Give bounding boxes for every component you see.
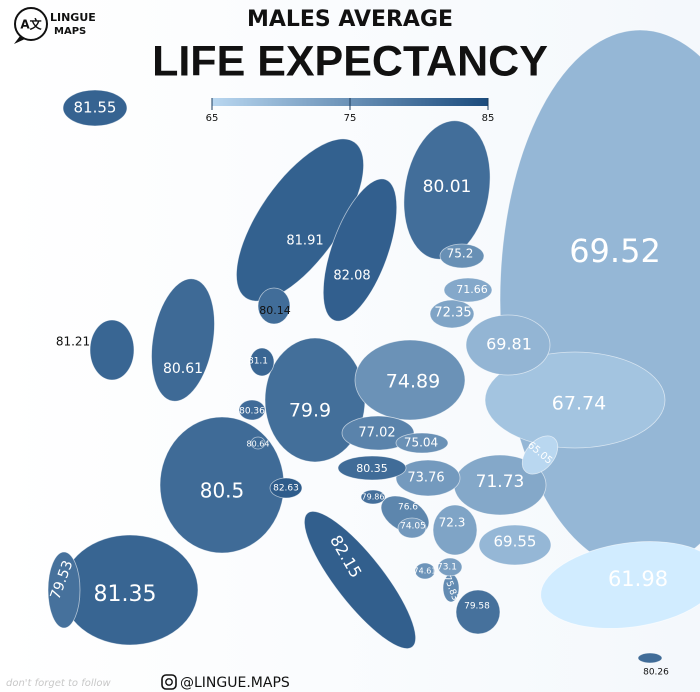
instagram-icon <box>161 674 177 690</box>
legend-tick-label: 75 <box>344 113 357 124</box>
logo-icon <box>14 7 48 41</box>
logo-glyph: A文 <box>20 17 42 32</box>
region <box>540 541 700 629</box>
region-value: 80.36 <box>239 407 265 417</box>
region <box>395 432 449 454</box>
region <box>443 277 493 303</box>
region <box>465 314 551 376</box>
title: LIFE EXPECTANCY <box>152 37 548 85</box>
region-value: 81.91 <box>286 234 323 249</box>
region-value: 80.01 <box>423 177 472 197</box>
title: MALES AVERAGE <box>247 7 453 32</box>
region-value: 75.2 <box>447 247 474 261</box>
region <box>269 477 303 499</box>
region <box>354 339 466 421</box>
region <box>429 299 475 329</box>
legend-ticks: 65 75 85 <box>206 98 495 124</box>
region-value: 73.76 <box>407 471 444 486</box>
region-value: 69.52 <box>569 232 661 270</box>
region-value: 79.9 <box>289 400 331 422</box>
region <box>62 89 128 127</box>
logo-text: LINGUE <box>50 11 96 24</box>
region <box>414 562 436 580</box>
region-value: 80.61 <box>163 361 203 377</box>
region-value: 81.1 <box>248 357 268 367</box>
region <box>337 455 407 481</box>
region <box>360 489 386 505</box>
region <box>303 511 417 649</box>
region-value: 76.6 <box>398 503 418 513</box>
region-value: 82.08 <box>333 269 370 284</box>
instagram-icon <box>165 678 173 686</box>
region-value: 74.89 <box>386 371 440 393</box>
region-value: 82.63 <box>273 484 299 494</box>
region-value: 79.58 <box>464 602 490 612</box>
region-value: 72.3 <box>439 516 466 530</box>
region <box>437 557 463 577</box>
legend-tick-label: 85 <box>482 113 495 124</box>
footer-handle: @LINGUE.MAPS <box>180 675 290 691</box>
region <box>89 319 135 381</box>
region <box>521 435 559 475</box>
region <box>250 436 266 450</box>
region-value: 80.26 <box>643 668 669 678</box>
region-value: 80.14 <box>259 304 291 317</box>
region <box>484 351 666 449</box>
region <box>322 178 398 322</box>
region-value: 71.73 <box>476 472 525 492</box>
region-value: 69.81 <box>486 335 532 354</box>
region-value: 77.02 <box>358 426 395 441</box>
region-value: 79.86 <box>362 493 385 502</box>
region <box>403 120 491 260</box>
region <box>439 243 485 269</box>
region <box>432 504 478 556</box>
region-value: 80.35 <box>356 462 388 475</box>
region-value: 69.55 <box>494 533 537 551</box>
region <box>478 524 552 566</box>
legend-tick-label: 65 <box>206 113 219 124</box>
region <box>151 278 215 402</box>
region <box>395 459 461 497</box>
region <box>238 399 266 421</box>
region-value: 71.66 <box>456 283 488 296</box>
region-value: 74.05 <box>400 522 426 532</box>
logo-text: MAPS <box>54 26 86 37</box>
logo-tail <box>14 36 25 44</box>
region <box>397 517 427 539</box>
region-value: 81.35 <box>94 582 157 607</box>
region-value: 61.98 <box>608 567 668 591</box>
region-value: 67.74 <box>552 393 606 415</box>
region <box>455 589 501 635</box>
region-value: 74.61 <box>414 567 437 576</box>
regions <box>47 29 700 664</box>
region-value: 81.21 <box>56 335 90 349</box>
region-value: 75.04 <box>404 436 438 450</box>
region-value: 80.5 <box>200 479 245 503</box>
region-value: 81.55 <box>74 99 117 117</box>
footer-note: don't forget to follow <box>6 678 112 689</box>
region-value: 72.35 <box>434 306 471 321</box>
region <box>47 551 81 629</box>
region <box>637 652 663 664</box>
region-value: 80.64 <box>247 440 270 449</box>
region <box>257 287 291 325</box>
region-value: 73.1 <box>437 563 457 573</box>
region <box>249 347 275 377</box>
